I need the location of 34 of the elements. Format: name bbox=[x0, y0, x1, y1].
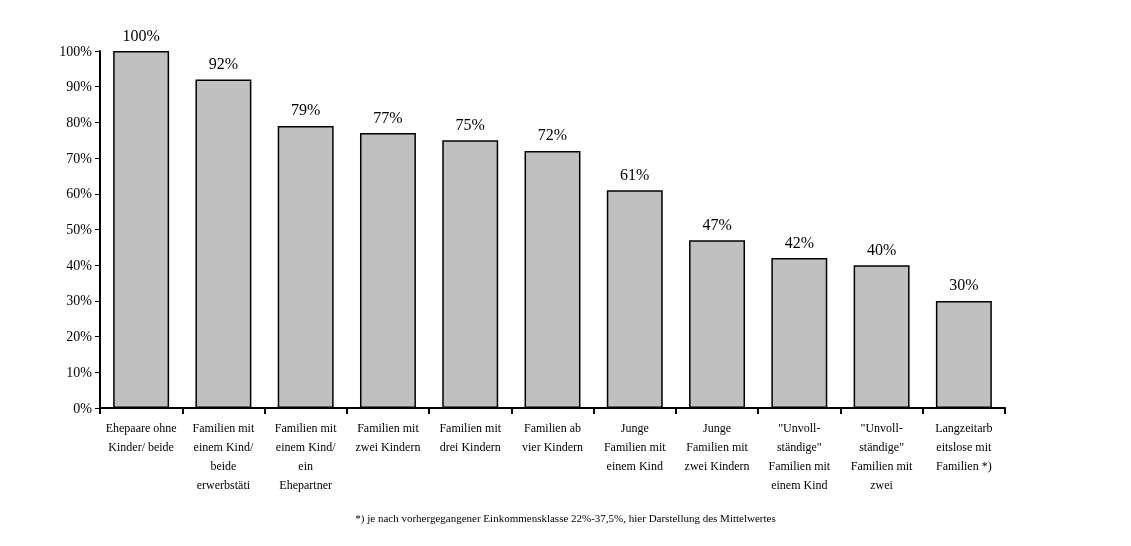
y-tick-label: 80% bbox=[66, 114, 93, 130]
x-tick-label: Familien mit einem Kind/ ein Ehepartner bbox=[274, 420, 338, 492]
data-label: 75% bbox=[455, 115, 485, 133]
y-tick-label: 20% bbox=[66, 329, 93, 345]
y-tick-label: 0% bbox=[73, 400, 93, 416]
x-tick-label: Familien ab vier Kindern bbox=[522, 420, 583, 454]
y-tick-label: 90% bbox=[66, 79, 93, 95]
data-label: 30% bbox=[949, 276, 979, 294]
data-label: 79% bbox=[291, 101, 321, 119]
x-tick-label: Junge Familien mit zwei Kindern bbox=[684, 420, 750, 473]
text: *) je nach vorhergegangener Einkommensklasse 22%-37,5%, hier Darstellung des Mittelwertes bbox=[355, 511, 776, 525]
y-tick-label: 30% bbox=[66, 293, 93, 309]
x-tick-label: Familien mit drei Kindern bbox=[439, 420, 502, 454]
data-label: 61% bbox=[620, 165, 650, 183]
y-tick-label: 10% bbox=[66, 364, 93, 380]
x-tick-label: Ehepaare ohne Kinder/ beide bbox=[105, 420, 177, 454]
data-label: 100% bbox=[122, 26, 160, 44]
data-label: 72% bbox=[537, 126, 568, 144]
y-tick-label: 100% bbox=[59, 43, 93, 59]
x-tick-label: Langzeitarb eitslose mit Familien *) bbox=[935, 420, 993, 473]
y-tick-label: 60% bbox=[66, 186, 93, 202]
y-tick-label: 70% bbox=[66, 150, 93, 166]
x-tick-label: Familien mit zwei Kindern bbox=[355, 420, 421, 454]
data-label: 42% bbox=[784, 233, 814, 251]
data-label: 47% bbox=[702, 215, 732, 233]
x-tick-label: "Unvoll-ständige" Familien mit zwei bbox=[850, 420, 914, 492]
data-label: 40% bbox=[866, 240, 897, 258]
y-tick-label: 40% bbox=[66, 257, 93, 273]
data-label: 92% bbox=[208, 55, 239, 73]
x-tick-label: "Unvoll-ständige" Familien mit einem Kind bbox=[768, 420, 831, 492]
x-tick-label: Junge Familien mit einem Kind bbox=[603, 420, 667, 473]
data-label: 77% bbox=[373, 108, 403, 126]
y-tick-label: 50% bbox=[66, 222, 93, 237]
x-tick-label: Familien mit einem Kind/ beide erwerbstäti bbox=[192, 420, 255, 492]
